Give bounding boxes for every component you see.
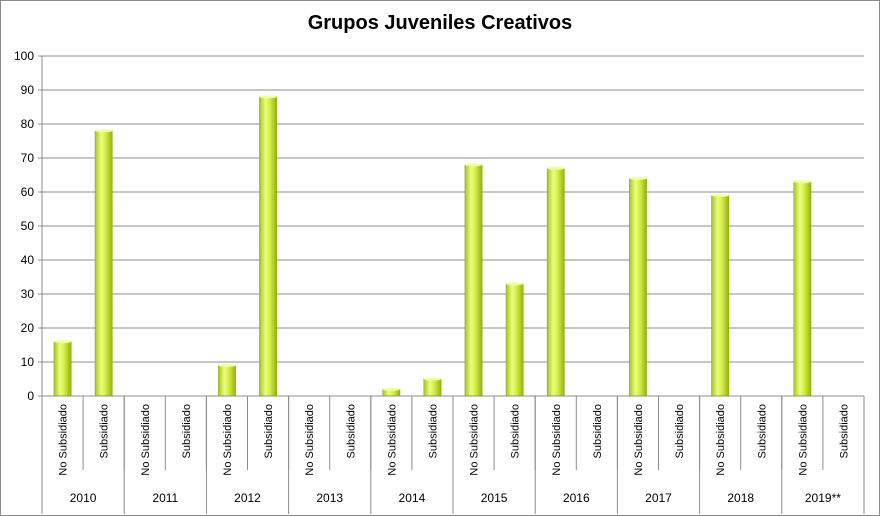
- y-tick-label: 100: [14, 49, 34, 63]
- y-tick-label: 40: [21, 253, 35, 267]
- y-tick-label: 30: [21, 287, 35, 301]
- bar-cap: [218, 363, 236, 367]
- category-label: Subsidiado: [181, 404, 193, 458]
- bar: [218, 365, 236, 397]
- category-label: Subsidiado: [838, 404, 850, 458]
- chart-title: Grupos Juveniles Creativos: [307, 12, 573, 34]
- bar-cap: [423, 377, 442, 381]
- bar-cap: [464, 163, 483, 167]
- category-label: No Subsidiado: [140, 404, 152, 476]
- bar-cap: [259, 95, 277, 99]
- year-label: 2016: [563, 491, 590, 505]
- year-label: 2015: [481, 491, 508, 505]
- bar-cap: [53, 340, 72, 344]
- bar: [711, 195, 730, 397]
- year-label: 2019**: [805, 491, 841, 505]
- y-tick-label: 20: [21, 321, 35, 335]
- category-label: No Subsidiado: [551, 404, 563, 476]
- category-label: Subsidiado: [99, 404, 111, 458]
- bar-cap: [793, 180, 811, 184]
- year-label: 2013: [316, 491, 343, 505]
- y-tick-label: 70: [21, 151, 35, 165]
- category-label: Subsidiado: [674, 404, 686, 458]
- category-label: No Subsidiado: [304, 404, 316, 476]
- category-label: Subsidiado: [427, 404, 439, 458]
- bar-cap: [506, 282, 524, 286]
- bar-cap: [382, 387, 400, 391]
- bar-cap: [711, 193, 729, 197]
- y-tick-label: 0: [27, 389, 34, 403]
- bar: [464, 164, 483, 397]
- year-label: 2014: [399, 491, 426, 505]
- category-label: No Subsidiado: [633, 404, 645, 476]
- category-label: No Subsidiado: [58, 404, 70, 476]
- category-label: No Subsidiado: [797, 404, 809, 476]
- category-label: Subsidiado: [263, 404, 275, 458]
- year-label: 2018: [727, 491, 754, 505]
- bar: [505, 283, 524, 397]
- y-tick-label: 60: [21, 185, 35, 199]
- category-label: Subsidiado: [592, 404, 604, 458]
- category-label: Subsidiado: [756, 404, 768, 458]
- year-label: 2011: [152, 491, 178, 505]
- y-tick-label: 10: [21, 355, 35, 369]
- bar: [94, 130, 113, 397]
- y-tick-label: 80: [21, 117, 35, 131]
- bar: [546, 167, 565, 397]
- category-label: Subsidiado: [510, 404, 522, 458]
- year-label: 2012: [234, 491, 261, 505]
- bar: [793, 181, 812, 397]
- bar-cap: [547, 166, 565, 170]
- year-label: 2010: [70, 491, 97, 505]
- category-label: Subsidiado: [345, 404, 357, 458]
- y-tick-label: 50: [21, 219, 35, 233]
- bar: [53, 341, 72, 397]
- category-label: No Subsidiado: [469, 404, 481, 476]
- bar-cap: [629, 176, 647, 180]
- bar: [629, 178, 647, 397]
- y-tick-label: 90: [21, 83, 35, 97]
- category-label: No Subsidiado: [222, 404, 234, 476]
- bar: [423, 378, 442, 397]
- bar: [259, 96, 277, 397]
- category-label: No Subsidiado: [386, 404, 398, 476]
- bar-cap: [95, 129, 113, 133]
- category-label: No Subsidiado: [715, 404, 727, 476]
- year-label: 2017: [645, 491, 672, 505]
